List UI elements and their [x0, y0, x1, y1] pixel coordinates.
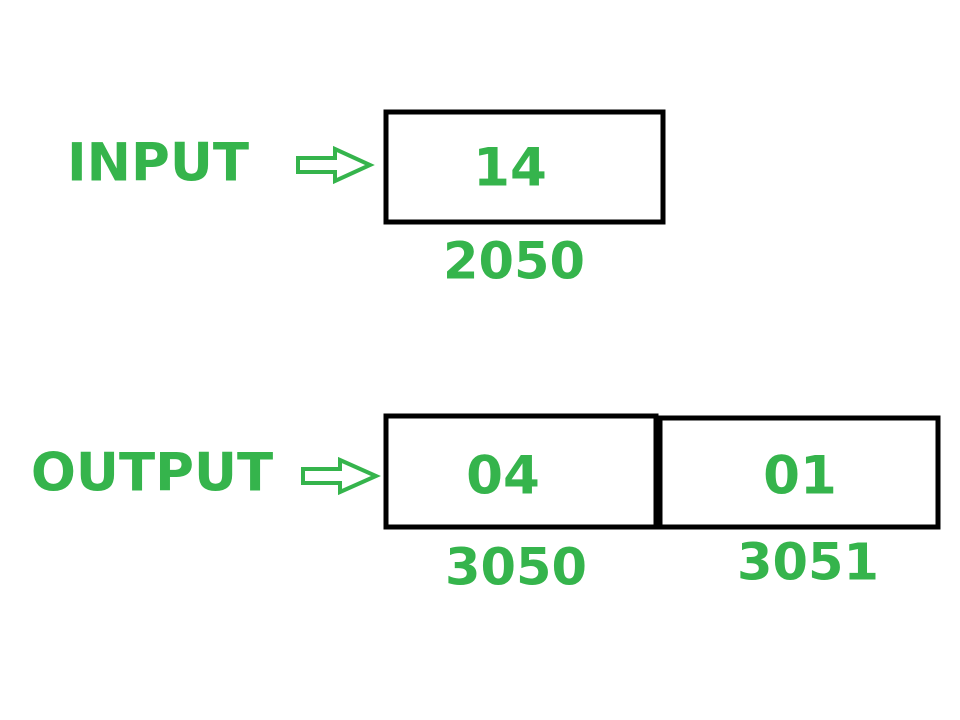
- output-value-2: 01: [763, 446, 837, 507]
- output-address-1: 3050: [445, 539, 587, 598]
- input-address: 2050: [443, 233, 585, 292]
- output-arrow-icon: [301, 456, 381, 496]
- output-label: OUTPUT: [31, 443, 273, 504]
- input-memory-cell: [383, 109, 666, 225]
- output-row: OUTPUT 04 3050 01 3051: [31, 413, 941, 598]
- output-memory-cell-2: [657, 415, 941, 530]
- output-value-1: 04: [466, 446, 540, 507]
- output-address-2: 3051: [737, 534, 879, 593]
- output-memory-cell-1: [383, 413, 659, 530]
- input-label: INPUT: [67, 133, 249, 194]
- input-arrow-icon: [296, 145, 375, 185]
- input-value: 14: [473, 138, 547, 199]
- input-row: INPUT 14 2050: [67, 109, 666, 292]
